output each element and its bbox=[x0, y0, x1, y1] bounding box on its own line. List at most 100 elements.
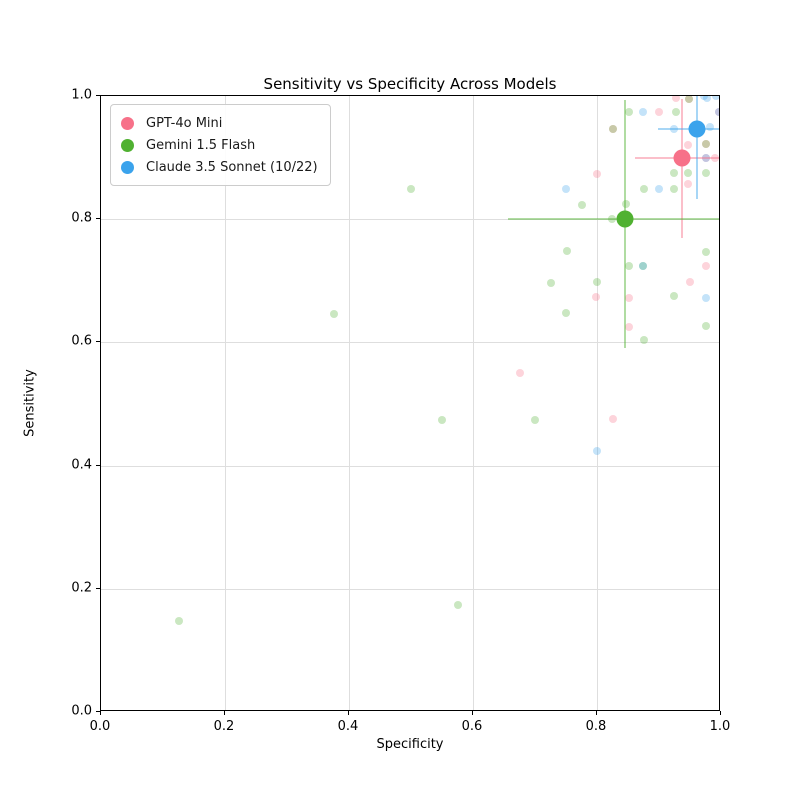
scatter-point-gemini-1-5-flash bbox=[607, 215, 616, 224]
scatter-point-gemini-1-5-flash bbox=[638, 262, 647, 271]
scatter-point-gpt-4o-mini bbox=[593, 170, 601, 179]
gridline-y-0.2 bbox=[101, 588, 719, 590]
legend-entry-claude-sonnet: Claude 3.5 Sonnet (10/22) bbox=[121, 156, 318, 178]
scatter-point-gemini-1-5-flash bbox=[702, 321, 711, 330]
scatter-point-claude-3-5-sonnet-10-22- bbox=[655, 185, 663, 194]
y-tick-label-0.4: 0.4 bbox=[71, 457, 92, 473]
y-tick-mark-0.0 bbox=[96, 711, 100, 712]
y-tick-mark-0.6 bbox=[96, 341, 100, 343]
x-tick-label-0.8: 0.8 bbox=[585, 719, 607, 734]
scatter-point-claude-3-5-sonnet-10-22- bbox=[705, 122, 714, 131]
scatter-point-gemini-1-5-flash bbox=[438, 416, 446, 425]
legend-entry-gemini-flash: Gemini 1.5 Flash bbox=[121, 134, 318, 156]
scatter-point-gemini-1-5-flash bbox=[625, 262, 634, 271]
legend-marker-claude-sonnet bbox=[121, 160, 134, 174]
scatter-point-gpt-4o-mini bbox=[715, 108, 719, 117]
scatter-point-gemini-1-5-flash bbox=[593, 278, 601, 287]
scatter-point-gemini-1-5-flash bbox=[684, 96, 693, 104]
error-bar-vertical-claude-3-5-sonnet-10-22- bbox=[695, 96, 698, 199]
scatter-point-gemini-1-5-flash bbox=[407, 185, 415, 194]
x-axis-label: Specificity bbox=[376, 737, 444, 752]
scatter-point-gemini-1-5-flash bbox=[174, 616, 183, 625]
summary-point-gpt-4o-mini bbox=[673, 149, 691, 167]
scatter-point-gemini-1-5-flash bbox=[702, 140, 711, 149]
x-tick-mark-0.6 bbox=[472, 711, 473, 715]
scatter-point-claude-3-5-sonnet-10-22- bbox=[715, 108, 719, 117]
y-tick-mark-0.2 bbox=[96, 587, 100, 589]
gridline-y-0.4 bbox=[101, 465, 719, 467]
error-bar-vertical-gpt-4o-mini bbox=[680, 99, 683, 239]
x-tick-label-0.2: 0.2 bbox=[213, 719, 235, 734]
scatter-point-claude-3-5-sonnet-10-22- bbox=[669, 125, 678, 134]
y-tick-label-0.8: 0.8 bbox=[71, 210, 92, 226]
plot-area: GPT-4o Mini Gemini 1.5 Flash Claude 3.5 … bbox=[100, 95, 720, 711]
legend-marker-gpt4o-mini bbox=[121, 116, 134, 130]
scatter-point-gemini-1-5-flash bbox=[684, 169, 693, 177]
gridline-x-0.6 bbox=[473, 96, 474, 710]
chart-title: Sensitivity vs Specificity Across Models bbox=[263, 75, 557, 93]
scatter-point-gemini-1-5-flash bbox=[640, 185, 649, 194]
legend-label-claude-sonnet: Claude 3.5 Sonnet (10/22) bbox=[146, 159, 318, 175]
gridline-y-0.8 bbox=[101, 219, 719, 221]
x-tick-mark-0.0 bbox=[100, 711, 101, 715]
scatter-point-claude-3-5-sonnet-10-22- bbox=[593, 446, 601, 455]
scatter-point-claude-3-5-sonnet-10-22- bbox=[638, 262, 647, 271]
scatter-point-gemini-1-5-flash bbox=[547, 278, 556, 287]
summary-point-gemini-1-5-flash bbox=[616, 210, 634, 228]
scatter-point-gemini-1-5-flash bbox=[669, 169, 678, 177]
scatter-point-claude-3-5-sonnet-10-22- bbox=[702, 153, 711, 162]
scatter-point-gemini-1-5-flash bbox=[329, 310, 338, 319]
y-tick-mark-0.4 bbox=[96, 464, 100, 466]
scatter-point-gpt-4o-mini bbox=[655, 108, 663, 117]
x-tick-mark-0.8 bbox=[596, 711, 597, 715]
gridline-x-0.8 bbox=[597, 96, 598, 710]
scatter-point-gpt-4o-mini bbox=[710, 153, 719, 162]
scatter-point-gpt-4o-mini bbox=[591, 292, 600, 301]
y-tick-label-0.0: 0.0 bbox=[71, 703, 92, 719]
scatter-point-gpt-4o-mini bbox=[608, 415, 617, 424]
scatter-point-claude-3-5-sonnet-10-22- bbox=[712, 96, 719, 100]
scatter-point-gemini-1-5-flash bbox=[702, 169, 711, 177]
error-bar-horizontal-gemini-1-5-flash bbox=[507, 218, 719, 221]
legend-entry-gpt4o-mini: GPT-4o Mini bbox=[121, 112, 318, 134]
legend-marker-gemini-flash bbox=[121, 138, 134, 152]
gridline-x-0.4 bbox=[349, 96, 350, 710]
scatter-point-claude-3-5-sonnet-10-22- bbox=[700, 96, 709, 100]
scatter-point-gemini-1-5-flash bbox=[453, 600, 462, 609]
scatter-point-gpt-4o-mini bbox=[702, 262, 711, 271]
scatter-point-gemini-1-5-flash bbox=[625, 108, 634, 117]
scatter-point-gpt-4o-mini bbox=[686, 278, 694, 287]
gridline-x-0.2 bbox=[225, 96, 226, 710]
x-tick-label-1.0: 1.0 bbox=[709, 719, 731, 734]
scatter-point-gemini-1-5-flash bbox=[669, 185, 678, 194]
legend-label-gpt4o-mini: GPT-4o Mini bbox=[146, 115, 223, 131]
y-tick-label-0.2: 0.2 bbox=[71, 580, 92, 596]
scatter-point-gpt-4o-mini bbox=[625, 294, 634, 303]
scatter-point-gpt-4o-mini bbox=[609, 124, 618, 133]
scatter-point-gemini-1-5-flash bbox=[702, 247, 711, 256]
scatter-point-gemini-1-5-flash bbox=[640, 335, 649, 344]
scatter-point-claude-3-5-sonnet-10-22- bbox=[562, 185, 570, 194]
scatter-point-gemini-1-5-flash bbox=[531, 416, 539, 425]
x-tick-label-0.0: 0.0 bbox=[89, 719, 111, 734]
scatter-point-gpt-4o-mini bbox=[702, 153, 711, 162]
scatter-point-claude-3-5-sonnet-10-22- bbox=[638, 108, 647, 117]
scatter-point-claude-3-5-sonnet-10-22- bbox=[702, 96, 711, 102]
scatter-point-gpt-4o-mini bbox=[684, 141, 693, 150]
y-tick-label-0.6: 0.6 bbox=[71, 333, 92, 349]
scatter-point-gemini-1-5-flash bbox=[671, 108, 680, 117]
x-tick-label-0.6: 0.6 bbox=[461, 719, 483, 734]
legend-label-gemini-flash: Gemini 1.5 Flash bbox=[146, 137, 256, 153]
scatter-point-gemini-1-5-flash bbox=[669, 292, 678, 301]
scatter-point-gpt-4o-mini bbox=[702, 140, 711, 149]
summary-point-claude-3-5-sonnet-10-22- bbox=[688, 120, 706, 138]
y-tick-mark-0.8 bbox=[96, 218, 100, 220]
scatter-point-gpt-4o-mini bbox=[625, 323, 634, 331]
scatter-point-gemini-1-5-flash bbox=[578, 201, 587, 210]
y-axis-label: Sensitivity bbox=[22, 369, 38, 437]
scatter-point-gpt-4o-mini bbox=[671, 96, 680, 103]
scatter-point-gpt-4o-mini bbox=[515, 369, 524, 378]
scatter-point-gpt-4o-mini bbox=[684, 180, 693, 189]
scatter-point-gemini-1-5-flash bbox=[563, 247, 572, 256]
